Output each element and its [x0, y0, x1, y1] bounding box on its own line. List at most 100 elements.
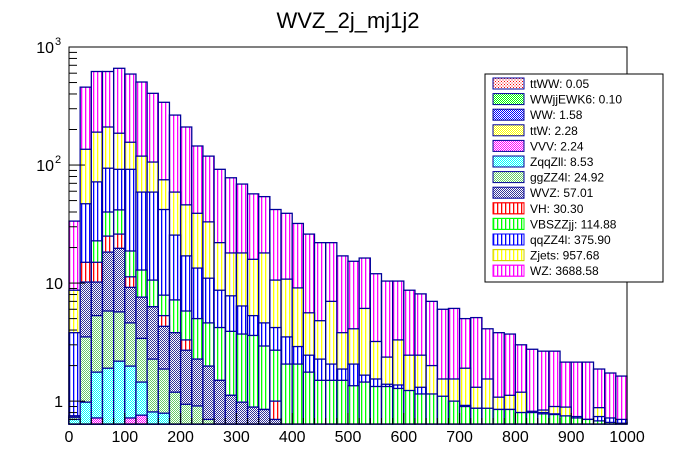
- bar-WVZ-bin-15: [235, 401, 249, 425]
- bar-ggZZ4l-bin-11: [191, 405, 204, 425]
- bar-VBSZZjj-bin-22: [313, 379, 327, 425]
- legend-label-WWjjEWK6: WWjjEWK6: 0.10: [530, 93, 622, 107]
- y-tick-label: 10: [45, 276, 63, 293]
- bar-ZqqZll-bin-7: [146, 411, 159, 425]
- chart-title: WVZ_2j_mj1j2: [276, 8, 419, 33]
- legend-label-ttW: ttW: 2.28: [530, 124, 578, 138]
- x-tick-label: 900: [558, 429, 585, 446]
- bar-WZ-bin-48: [604, 372, 617, 425]
- legend-swatch-WZ: [492, 264, 525, 277]
- bar-VBSZZjj-bin-25: [347, 385, 360, 425]
- bar-VBSZZjj-bin-24: [336, 379, 349, 425]
- bar-VBSZZjj-bin-26: [358, 381, 371, 425]
- bar-WVZ-bin-18: [269, 418, 282, 425]
- y-tick-label: 10: [36, 158, 54, 175]
- x-tick-label: 500: [335, 429, 362, 446]
- legend-label-qqZZ4l: qqZZ4l: 375.90: [530, 233, 611, 247]
- legend-label-Zjets: Zjets: 957.68: [530, 249, 600, 263]
- bar-VBSZZjj-bin-34: [447, 400, 461, 425]
- legend-label-WW: WW: 1.58: [530, 108, 583, 122]
- bar-VBSZZjj-bin-28: [380, 385, 394, 425]
- bar-ZqqZll-bin-4: [112, 360, 126, 425]
- bar-VBSZZjj-bin-20: [291, 363, 305, 425]
- legend-label-ZqqZll: ZqqZll: 8.53: [530, 155, 594, 169]
- bar-WZ-bin-46: [581, 361, 595, 425]
- bar-ZqqZll-bin-1: [79, 401, 92, 425]
- bar-VVV-bin-5: [124, 417, 137, 425]
- bar-VBSZZjj-bin-19: [280, 363, 293, 425]
- legend-label-VBSZZjj: VBSZZjj: 114.88: [530, 217, 617, 231]
- bar-VBSZZjj-bin-23: [325, 379, 338, 425]
- y-tick-exponent: 2: [55, 154, 61, 166]
- bar-VBSZZjj-bin-46: [581, 418, 595, 425]
- bar-ZqqZll-bin-2: [90, 371, 104, 425]
- x-tick-label: 0: [65, 429, 74, 446]
- legend-swatch-Zjets: [492, 249, 525, 262]
- bar-WVZ-bin-13: [213, 379, 226, 425]
- bar-WVZ-bin-16: [246, 406, 260, 425]
- bar-ZqqZll-bin-3: [101, 367, 115, 425]
- bar-WZ-bin-49: [615, 375, 628, 425]
- x-axis: 0 100 200 300 400 500 600 700 800 900 1000: [65, 413, 645, 446]
- bar-VBSZZjj-bin-30: [403, 389, 416, 425]
- legend-swatch-VH: [492, 202, 525, 215]
- legend-label-ggZZ4l: ggZZ4l: 24.92: [530, 171, 604, 185]
- bar-VBSZZjj-bin-29: [391, 387, 405, 425]
- bar-VBSZZjj-bin-45: [570, 417, 584, 425]
- x-tick-label: 800: [502, 429, 529, 446]
- y-tick-exponent: 3: [55, 36, 61, 48]
- bar-ZqqZll-bin-8: [157, 412, 171, 425]
- legend-swatch-ttWW: [492, 77, 525, 90]
- legend-label-ttWW: ttWW: 0.05: [530, 77, 589, 91]
- bar-VBSZZjj-bin-31: [414, 393, 427, 425]
- bar-VBSZZjj-bin-33: [436, 395, 450, 425]
- bar-VVV-bin-2: [90, 417, 104, 425]
- legend-swatch-ttW: [492, 124, 525, 137]
- bar-VBSZZjj-bin-27: [369, 385, 383, 425]
- legend-swatch-VVV: [492, 139, 525, 152]
- bar-ggZZ4l-bin-12: [202, 418, 215, 425]
- legend-label-VH: VH: 30.30: [530, 202, 584, 216]
- legend-label-VVV: VVV: 2.24: [530, 139, 584, 153]
- legend-swatch-VBSZZjj: [492, 217, 525, 230]
- bar-VBSZZjj-bin-38: [492, 408, 505, 425]
- y-tick-label: 10: [36, 40, 54, 57]
- bar-VBSZZjj-bin-35: [458, 405, 472, 425]
- bar-VBSZZjj-bin-44: [559, 415, 572, 425]
- x-tick-label: 200: [167, 429, 194, 446]
- bar-VBSZZjj-bin-43: [548, 413, 561, 425]
- bar-ZqqZll-bin-0: [68, 418, 81, 425]
- bar-VBSZZjj-bin-21: [302, 371, 316, 425]
- bar-VBSZZjj-bin-41: [525, 411, 539, 425]
- bar-VBSZZjj-bin-36: [470, 407, 483, 425]
- legend-label-WZ: WZ: 3688.58: [530, 264, 599, 278]
- x-tick-label: 700: [446, 429, 473, 446]
- legend-swatch-qqZZ4l: [492, 233, 525, 246]
- x-tick-label: 1000: [609, 429, 645, 446]
- legend-swatch-ZqqZll: [492, 155, 525, 168]
- bar-qqZZ4l-bin-0: [68, 332, 81, 425]
- legend-swatch-ggZZ4l: [492, 171, 525, 184]
- legend-label-WVZ: WVZ: 57.01: [530, 186, 594, 200]
- bar-ggZZ4l-bin-10: [179, 403, 193, 425]
- bar-VBSZZjj-bin-40: [514, 411, 528, 425]
- bar-ZqqZll-bin-5: [124, 365, 137, 425]
- bar-WVZ-bin-14: [224, 394, 238, 425]
- bar-VBSZZjj-bin-37: [481, 407, 494, 425]
- bar-ggZZ4l-bin-9: [168, 391, 182, 425]
- x-tick-label: 100: [111, 429, 138, 446]
- x-tick-label: 600: [390, 429, 417, 446]
- y-tick-label: 1: [54, 394, 63, 411]
- bar-VBSZZjj-bin-32: [425, 393, 438, 425]
- legend-swatch-WVZ: [492, 186, 525, 199]
- bar-WZ-bin-45: [570, 361, 584, 425]
- bar-WVZ-bin-17: [258, 408, 271, 425]
- legend-swatch-WWjjEWK6: [492, 93, 525, 106]
- legend-swatch-WW: [492, 108, 525, 121]
- x-tick-label: 300: [223, 429, 250, 446]
- x-tick-label: 400: [279, 429, 306, 446]
- bar-WVZ-bin-12: [202, 365, 215, 425]
